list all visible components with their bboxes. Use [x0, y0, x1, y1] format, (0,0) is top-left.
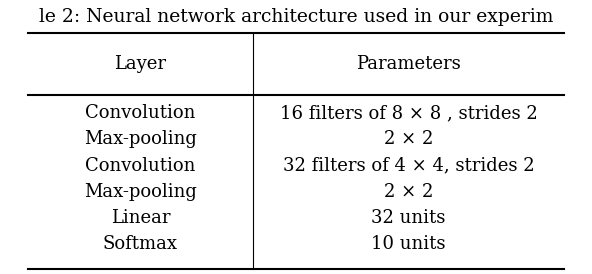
Text: Parameters: Parameters [356, 55, 461, 73]
Text: Convolution: Convolution [85, 104, 195, 122]
Text: Layer: Layer [114, 55, 166, 73]
Text: Convolution: Convolution [85, 157, 195, 175]
Text: Max-pooling: Max-pooling [84, 183, 197, 201]
Text: le 2: Neural network architecture used in our experim: le 2: Neural network architecture used i… [39, 8, 553, 26]
Text: 2 × 2: 2 × 2 [384, 183, 433, 201]
Text: 32 filters of 4 × 4, strides 2: 32 filters of 4 × 4, strides 2 [283, 157, 535, 175]
Text: Linear: Linear [111, 209, 170, 227]
Text: Max-pooling: Max-pooling [84, 130, 197, 149]
Text: 10 units: 10 units [371, 235, 446, 253]
Text: 16 filters of 8 × 8 , strides 2: 16 filters of 8 × 8 , strides 2 [280, 104, 538, 122]
Text: Softmax: Softmax [103, 235, 178, 253]
Text: 32 units: 32 units [371, 209, 446, 227]
Text: 2 × 2: 2 × 2 [384, 130, 433, 149]
